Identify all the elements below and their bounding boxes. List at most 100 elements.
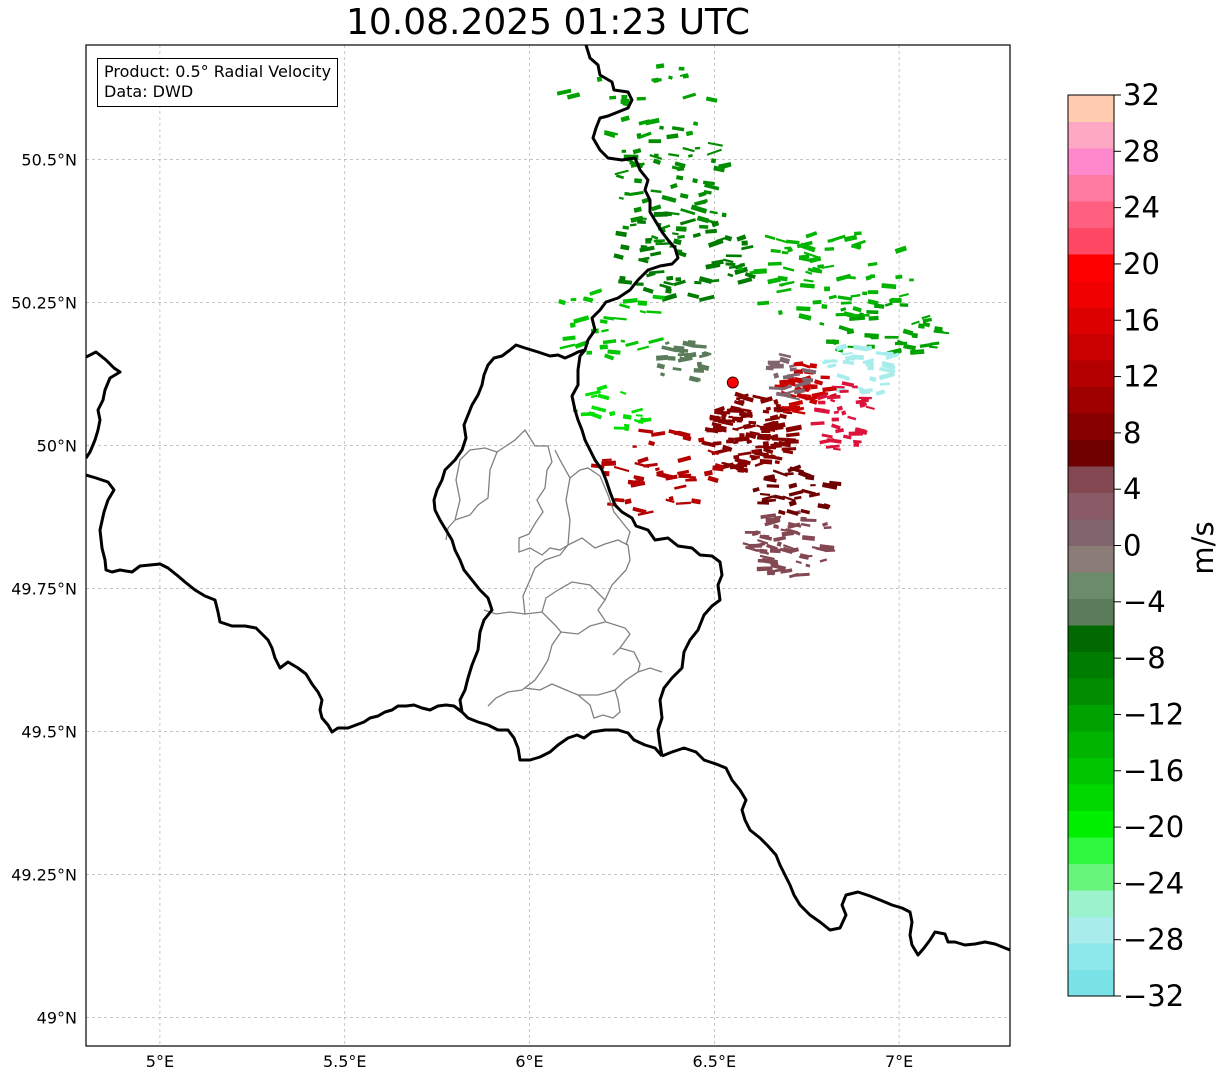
data-source-label: Data: DWD <box>104 82 194 101</box>
radar-site-marker <box>726 376 739 389</box>
echo-cell <box>556 88 572 96</box>
echo-cell <box>638 258 649 264</box>
echo-cell <box>613 253 624 260</box>
echo-cell <box>632 445 637 448</box>
echo-cell <box>839 389 849 394</box>
echo-cell <box>755 445 764 449</box>
echo-cell <box>883 351 894 356</box>
echo-cell <box>824 549 836 553</box>
echo-cell <box>819 438 835 445</box>
echo-cell <box>690 204 708 214</box>
echo-cell <box>721 462 726 465</box>
echo-cell <box>737 393 754 403</box>
echo-cell <box>611 316 627 321</box>
colorbar-tick-label: −24 <box>1123 866 1184 900</box>
echo-cell <box>698 437 705 443</box>
echo-cell <box>655 241 663 246</box>
echo-cell <box>654 153 659 157</box>
lon-tick-label: 6.5°E <box>693 1052 737 1071</box>
echo-cell <box>879 367 896 374</box>
echo-cell <box>796 392 808 400</box>
echo-cell <box>773 398 779 405</box>
echo-cell <box>634 461 650 469</box>
echo-cell <box>677 352 689 357</box>
echo-cell <box>558 298 567 306</box>
colorbar-segment <box>1068 307 1114 334</box>
echo-cell <box>841 381 855 388</box>
echo-cell <box>805 563 811 568</box>
lat-tick-label: 49.25°N <box>11 865 77 884</box>
colorbar-tick-label: −28 <box>1123 923 1184 957</box>
echo-cell <box>640 217 647 221</box>
echo-cell <box>785 424 802 433</box>
echo-cell <box>843 234 858 242</box>
echo-cell <box>898 293 909 298</box>
echo-cell <box>881 283 897 290</box>
echo-cell <box>668 153 680 158</box>
echo-cell <box>653 211 669 218</box>
colorbar-segment <box>1068 810 1114 838</box>
echo-cell <box>757 539 769 545</box>
echo-cell <box>821 304 828 310</box>
echo-cell <box>733 400 745 407</box>
echo-cell <box>619 303 631 309</box>
echo-cell <box>692 378 701 382</box>
echo-cell <box>835 273 852 282</box>
echo-cell <box>842 359 855 366</box>
echo-cell <box>808 492 821 498</box>
echo-cell <box>682 92 697 100</box>
colorbar-segment <box>1068 201 1114 228</box>
echo-cell <box>803 385 811 391</box>
echo-cell <box>620 98 630 104</box>
echo-cell <box>805 231 818 239</box>
colorbar-segment <box>1068 757 1114 785</box>
echo-cell <box>679 193 689 199</box>
echo-cell <box>805 270 813 275</box>
colorbar-segment <box>1068 651 1114 679</box>
echo-cell <box>788 489 804 497</box>
echo-cell <box>764 519 780 527</box>
echo-cell <box>836 373 850 381</box>
echo-cell <box>866 310 879 315</box>
echo-cell <box>788 364 795 369</box>
echo-cell <box>589 288 603 296</box>
colorbar-segment <box>1068 386 1114 414</box>
colorbar-segment <box>1068 95 1114 122</box>
lat-tick-label: 49.75°N <box>11 579 77 598</box>
echo-cell <box>665 287 672 294</box>
echo-cell <box>757 300 770 306</box>
echo-cell <box>800 522 811 528</box>
echo-cell <box>809 363 818 369</box>
echo-cell <box>850 244 861 250</box>
echo-cell <box>734 266 749 275</box>
colorbar-segment <box>1068 254 1114 281</box>
echo-cell <box>819 558 828 563</box>
echo-cell <box>599 319 608 324</box>
echo-cell <box>672 232 679 236</box>
echo-cell <box>810 384 818 390</box>
echo-cell <box>635 414 643 417</box>
echo-cell <box>749 454 760 459</box>
echo-cell <box>867 366 874 371</box>
echo-cell <box>782 449 794 455</box>
lon-tick-label: 5°E <box>146 1052 174 1071</box>
echo-cell <box>910 349 925 355</box>
echo-cell <box>727 437 735 443</box>
echo-cell <box>601 460 617 467</box>
echo-cell <box>781 530 795 537</box>
echo-cell <box>624 192 630 196</box>
echo-cell <box>742 408 752 413</box>
echo-cell <box>825 444 840 449</box>
echo-cell <box>814 407 830 415</box>
echo-cell <box>633 418 644 425</box>
echo-cell <box>819 322 825 326</box>
echo-cell <box>733 435 750 443</box>
echo-cell <box>680 208 696 216</box>
echo-cell <box>793 495 802 500</box>
echo-cell <box>655 63 665 69</box>
echo-cell <box>764 234 776 241</box>
echo-cell <box>903 343 917 351</box>
colorbar-tick-label: −8 <box>1123 641 1166 675</box>
echo-cell <box>629 223 637 227</box>
echo-cell <box>652 77 660 84</box>
